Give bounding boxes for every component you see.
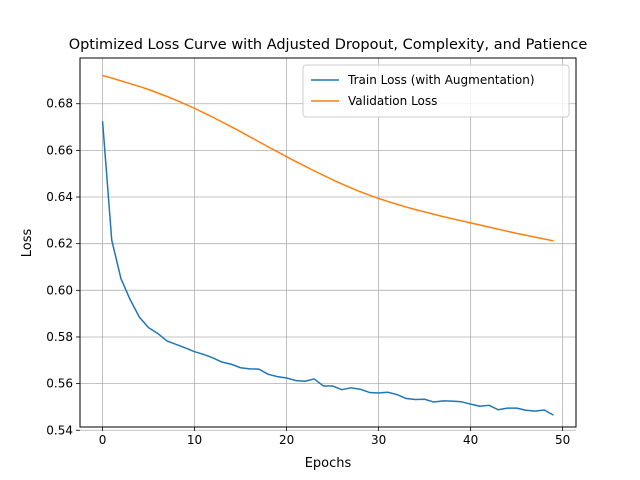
chart-title: Optimized Loss Curve with Adjusted Dropo… [69,37,588,53]
x-tick-label: 40 [463,433,478,447]
y-tick-label: 0.60 [46,283,73,297]
plot-area-frame [79,57,577,428]
y-tick-label: 0.58 [46,330,73,344]
legend-label-1: Validation Loss [348,94,437,108]
x-axis-label: Epochs [305,456,352,471]
y-tick-label: 0.66 [46,143,73,157]
x-tick-label: 30 [371,433,386,447]
x-tick-label: 0 [99,433,107,447]
series-line-1 [102,74,554,242]
series-lines [101,74,554,416]
y-tick-label: 0.68 [46,97,73,111]
y-tick-label: 0.62 [46,237,73,251]
series-line-0 [101,121,554,416]
axis-ticks: 0 10 20 30 40 50 0.54 0.56 0.58 0.60 0.62 0.64 0.66 0… [46,97,570,447]
x-tick-label: 50 [555,433,570,447]
legend-frame [302,64,570,118]
legend-label-0: Train Loss (with Augmentation) [347,73,535,87]
x-tick-label: 20 [279,433,294,447]
y-tick-label: 0.64 [46,190,73,204]
y-tick-label: 0.56 [46,377,73,391]
y-tick-label: 0.54 [46,423,73,437]
legend: Train Loss (with Augmentation) Validation… [302,64,570,118]
x-tick-label: 10 [187,433,202,447]
y-axis-label: Loss [20,229,35,258]
